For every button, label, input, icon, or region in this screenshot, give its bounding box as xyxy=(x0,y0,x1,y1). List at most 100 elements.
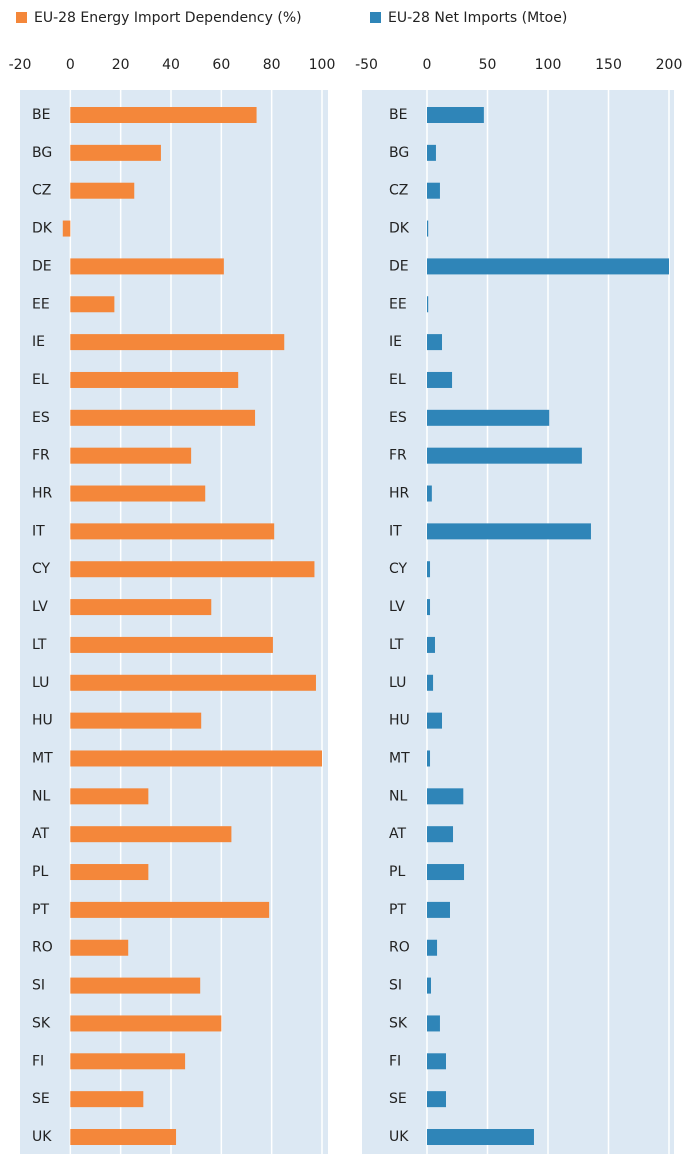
y-tick-label: FR xyxy=(32,448,50,464)
legend-swatch xyxy=(16,12,27,23)
plot-background xyxy=(16,86,332,1156)
bar xyxy=(427,750,431,767)
bar xyxy=(427,561,431,578)
bar xyxy=(70,712,202,729)
y-tick-label: MT xyxy=(32,750,53,766)
y-tick-label: LV xyxy=(389,599,405,615)
bar xyxy=(70,258,224,275)
y-tick-label: MT xyxy=(389,750,410,766)
y-tick-label: PT xyxy=(389,902,406,918)
bar xyxy=(427,977,431,994)
bar xyxy=(427,1053,446,1070)
bar xyxy=(427,1129,534,1145)
bar xyxy=(427,485,432,502)
bar xyxy=(427,1091,446,1108)
y-tick-label: BE xyxy=(389,107,407,123)
bar xyxy=(70,523,275,540)
bar xyxy=(427,409,550,426)
bar xyxy=(70,864,149,881)
legend-label: EU-28 Energy Import Dependency (%) xyxy=(34,10,302,26)
bar xyxy=(427,674,434,691)
y-tick-label: DE xyxy=(389,258,409,274)
bar xyxy=(70,826,232,843)
x-tick-label: -50 xyxy=(355,57,378,73)
bar xyxy=(427,447,582,464)
bar xyxy=(427,826,454,843)
y-tick-label: DK xyxy=(389,221,410,237)
legend-swatch xyxy=(370,12,381,23)
y-tick-label: LV xyxy=(32,599,48,615)
y-tick-label: ES xyxy=(389,410,407,426)
y-tick-label: EE xyxy=(32,296,50,312)
y-tick-label: PT xyxy=(32,902,49,918)
y-tick-label: NL xyxy=(32,788,50,804)
y-tick-label: AT xyxy=(32,826,49,842)
bar xyxy=(70,599,212,616)
y-tick-label: LU xyxy=(389,675,406,691)
y-tick-label: UK xyxy=(389,1129,409,1145)
x-tick-label: 40 xyxy=(162,57,180,73)
bar xyxy=(70,750,322,767)
y-tick-label: BG xyxy=(389,145,409,161)
bar xyxy=(70,977,201,994)
x-tick-label: 20 xyxy=(112,57,130,73)
bar xyxy=(427,371,453,388)
y-tick-label: HR xyxy=(32,486,53,502)
y-tick-label: CZ xyxy=(32,183,51,199)
y-tick-label: CY xyxy=(32,561,51,577)
y-tick-label: DE xyxy=(32,258,52,274)
y-tick-label: SK xyxy=(32,1015,51,1031)
y-tick-label: IE xyxy=(32,334,45,350)
bar xyxy=(70,561,315,578)
y-tick-label: BE xyxy=(32,107,50,123)
bar xyxy=(70,939,129,956)
x-tick-label: 150 xyxy=(595,57,622,73)
bar xyxy=(427,901,450,918)
y-tick-label: FR xyxy=(389,448,407,464)
x-tick-label: 0 xyxy=(66,57,75,73)
bar xyxy=(427,220,429,237)
bar xyxy=(70,334,285,351)
y-tick-label: IE xyxy=(389,334,402,350)
y-tick-label: UK xyxy=(32,1129,52,1145)
y-tick-label: HU xyxy=(32,713,53,729)
x-tick-label: 80 xyxy=(263,57,281,73)
x-tick-label: -20 xyxy=(9,57,32,73)
y-tick-label: BG xyxy=(32,145,52,161)
y-tick-label: RO xyxy=(389,940,410,956)
plot-background xyxy=(358,86,678,1156)
bar xyxy=(70,447,192,464)
x-tick-label: 50 xyxy=(479,57,497,73)
y-tick-label: CZ xyxy=(389,183,408,199)
y-tick-label: ES xyxy=(32,410,50,426)
bar xyxy=(70,674,316,691)
x-tick-label: 0 xyxy=(423,57,432,73)
bar xyxy=(70,371,239,388)
bar xyxy=(427,182,440,199)
y-tick-label: FI xyxy=(32,1053,44,1069)
y-tick-label: LT xyxy=(389,637,404,653)
y-tick-label: IT xyxy=(389,523,402,539)
bar xyxy=(70,485,206,502)
bar xyxy=(62,220,71,237)
y-tick-label: EE xyxy=(389,296,407,312)
y-tick-label: SE xyxy=(389,1091,407,1107)
y-tick-label: HU xyxy=(389,713,410,729)
x-tick-label: 60 xyxy=(212,57,230,73)
y-tick-label: LU xyxy=(32,675,49,691)
y-tick-label: RO xyxy=(32,940,53,956)
bar xyxy=(70,1129,177,1145)
y-tick-label: NL xyxy=(389,788,407,804)
y-tick-label: EL xyxy=(389,372,406,388)
y-tick-label: LT xyxy=(32,637,47,653)
bar xyxy=(70,788,149,805)
y-tick-label: EL xyxy=(32,372,49,388)
y-tick-label: SI xyxy=(32,978,45,994)
bar xyxy=(70,296,115,313)
bar xyxy=(427,864,465,881)
bar xyxy=(427,712,443,729)
bar xyxy=(70,144,161,161)
x-tick-label: 100 xyxy=(309,57,336,73)
y-tick-label: SI xyxy=(389,978,402,994)
y-tick-label: HR xyxy=(389,486,410,502)
